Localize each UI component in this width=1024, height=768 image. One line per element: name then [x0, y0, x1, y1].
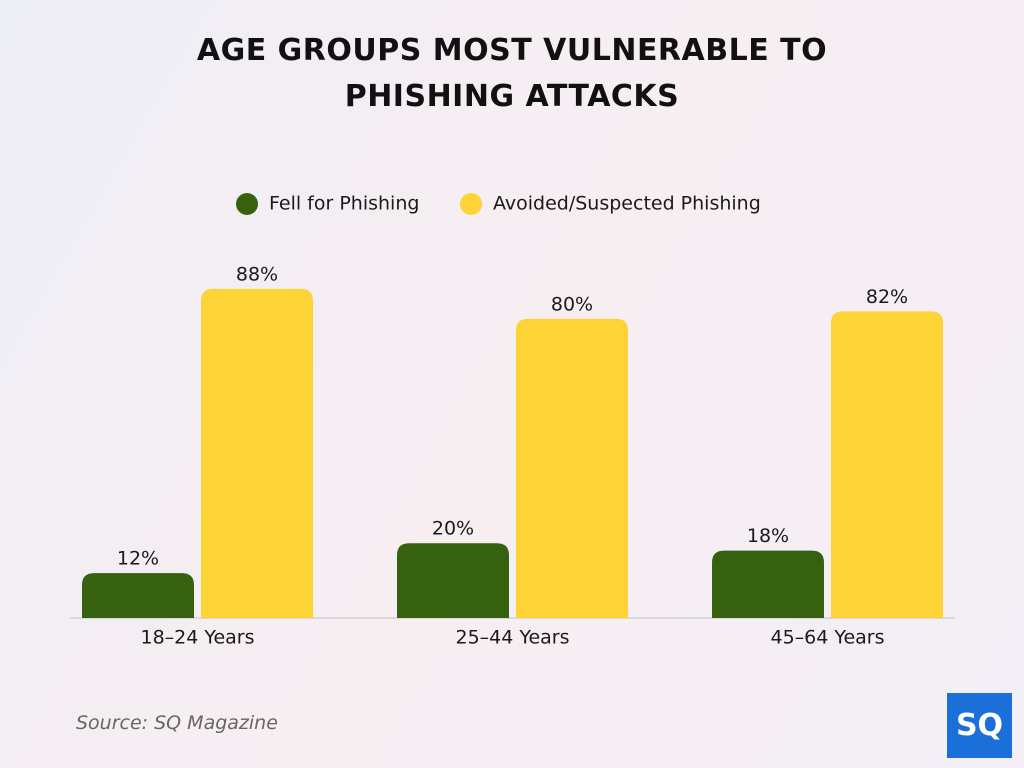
logo: SQ [947, 693, 1012, 758]
value-label: 18% [747, 525, 789, 547]
chart-title: AGE GROUPS MOST VULNERABLE TO PHISHING A… [196, 33, 828, 114]
bar [831, 311, 943, 618]
value-label: 82% [866, 286, 908, 308]
source: Source: SQ Magazine [76, 712, 278, 734]
bar [201, 288, 313, 618]
x-tick-label: 45–64 Years [770, 627, 884, 649]
bar [712, 550, 824, 618]
x-tick-label: 18–24 Years [140, 627, 254, 649]
value-label: 88% [236, 263, 278, 285]
bar [82, 573, 194, 618]
value-label: 12% [117, 548, 159, 570]
value-label: 20% [432, 518, 474, 540]
legend-swatch [460, 193, 482, 215]
legend-label: Avoided/Suspected Phishing [493, 193, 761, 215]
bar [397, 543, 509, 618]
legend-swatch [236, 193, 258, 215]
value-label: 80% [551, 293, 593, 315]
bar [516, 318, 628, 618]
legend-label: Fell for Phishing [269, 193, 419, 215]
x-tick-label: 25–44 Years [455, 627, 569, 649]
